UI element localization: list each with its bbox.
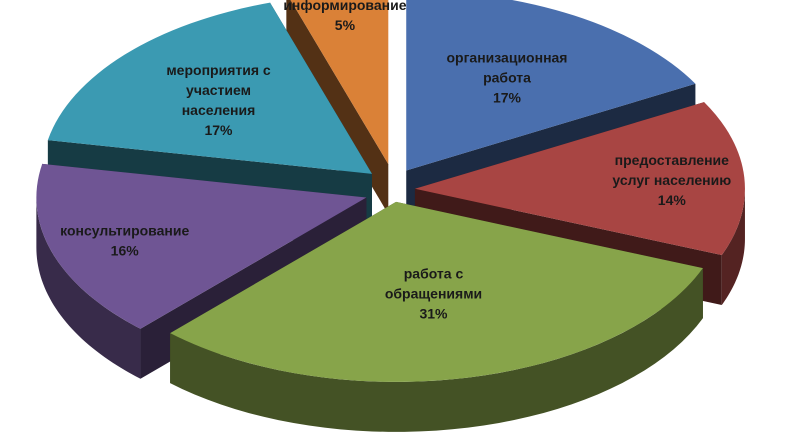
slice-category-label: работа (483, 70, 531, 86)
pie-slice-2 (170, 201, 703, 432)
slice-category-label: работа с (404, 265, 464, 281)
pie-slice-4-top (47, 2, 372, 174)
pie-slice-3-top (36, 163, 367, 329)
data-label-4: мероприятия с участием населения 17% (166, 62, 271, 138)
pie-slice-0-top (406, 0, 696, 171)
pie-slice-2-top (170, 201, 703, 382)
slice-category-label: услуг населению (612, 172, 731, 188)
slice-percent-label: 17% (493, 90, 522, 106)
slice-category-label: консультирование (60, 222, 189, 238)
data-label-2: работа с обращениями 31% (385, 265, 482, 321)
pie-slice-3-wall (36, 197, 141, 379)
pie-slice-5-top (290, 0, 389, 165)
slice-category-label: мероприятия с (166, 62, 271, 78)
slice-category-label: участием (186, 82, 251, 98)
slice-percent-label: 14% (658, 192, 687, 208)
pie-slice-2-wall (170, 268, 703, 432)
data-label-0: организационная работа 17% (447, 50, 568, 106)
slice-percent-label: 31% (419, 305, 448, 321)
data-label-3: консультирование 16% (60, 222, 189, 258)
pie-slice-1-wall (721, 188, 745, 306)
data-label-5: информирование 5% (283, 0, 406, 33)
slice-percent-label: 5% (335, 17, 356, 33)
slice-category-label: информирование (283, 0, 406, 13)
data-label-1: предоставление услуг населению 14% (612, 152, 731, 208)
pie-slice-1-top (414, 102, 745, 256)
slice-percent-label: 16% (111, 242, 140, 258)
slice-category-label: организационная (447, 50, 568, 66)
slice-category-label: обращениями (385, 285, 482, 301)
slice-category-label: предоставление (615, 152, 729, 168)
slice-category-label: населения (182, 102, 256, 118)
slice-percent-label: 17% (204, 122, 233, 138)
